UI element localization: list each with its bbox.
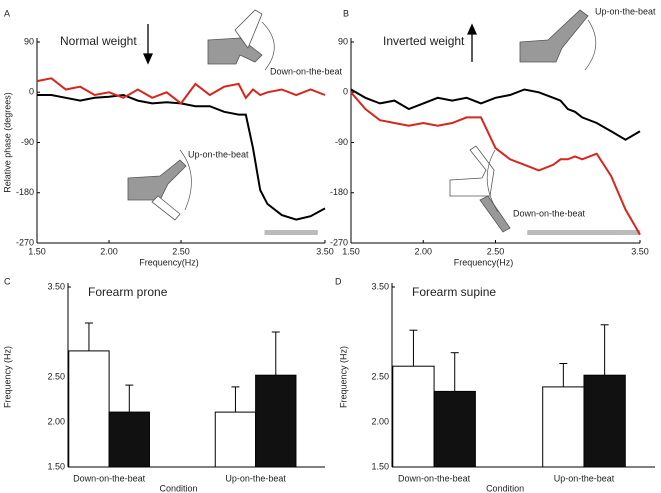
- y-axis-label: Frequency (Hz): [338, 346, 348, 408]
- y-tick-label: 90: [24, 36, 34, 46]
- x-tick-label: Up-on-the-beat: [225, 473, 286, 483]
- chart-title: Forearm supine: [412, 285, 496, 299]
- annotation: Down-on-the-beat: [513, 208, 586, 218]
- bar: [433, 390, 476, 468]
- data-line: [36, 77, 326, 105]
- panel-label: D: [335, 276, 342, 286]
- y-tick-label: 3.50: [371, 281, 389, 291]
- bar: [214, 411, 257, 468]
- y-tick-label: 0: [343, 87, 348, 97]
- y-tick-label: 3.50: [47, 281, 65, 291]
- x-tick-label: 1.50: [342, 246, 360, 256]
- motion-arc: [179, 19, 597, 213]
- shaded-range: [527, 230, 640, 235]
- panel-label: C: [4, 276, 11, 286]
- bar: [392, 365, 435, 468]
- x-tick-label: 2.50: [487, 246, 505, 256]
- y-tick-label: 2.50: [371, 371, 389, 381]
- direction-arrow: [142, 23, 478, 65]
- y-axis-label: Relative phase (degrees): [2, 92, 12, 193]
- x-tick-label: Down-on-the-beat: [398, 473, 471, 483]
- y-tick-label: -180: [16, 187, 34, 197]
- bar: [255, 374, 297, 468]
- bar: [583, 374, 626, 468]
- y-axis-label: Frequency (Hz): [2, 346, 12, 408]
- y-tick-label: 1.50: [47, 461, 65, 471]
- y-tick-label: 0: [29, 87, 34, 97]
- data-line: [350, 88, 641, 141]
- y-tick-label: 90: [338, 36, 348, 46]
- data-line: [350, 91, 641, 236]
- x-tick-label: Up-on-the-beat: [554, 473, 615, 483]
- x-axis-label: Frequency(Hz): [139, 257, 199, 267]
- x-tick-label: 2.50: [172, 246, 190, 256]
- bar: [542, 386, 585, 468]
- y-tick-label: 1.50: [371, 461, 389, 471]
- y-tick-label: 2.00: [47, 416, 65, 426]
- chart-title: Forearm prone: [88, 285, 168, 299]
- data-line: [37, 93, 326, 221]
- y-tick-label: 2.00: [371, 416, 389, 426]
- y-tick-label: -270: [330, 237, 348, 247]
- x-tick-label: Down-on-the-beat: [73, 473, 146, 483]
- panel-label: A: [4, 8, 10, 18]
- y-tick-label: 2.50: [47, 371, 65, 381]
- annotation: Up-on-the-beat: [595, 6, 656, 16]
- x-tick-label: 3.50: [631, 246, 649, 256]
- bar: [108, 411, 150, 468]
- annotation: Down-on-the-beat: [270, 66, 343, 76]
- annotation: Inverted weight: [383, 34, 465, 48]
- y-tick-label: -90: [21, 137, 34, 147]
- y-tick-label: -270: [16, 237, 34, 247]
- shaded-range: [264, 230, 318, 235]
- y-tick-label: -90: [335, 137, 348, 147]
- bar: [68, 350, 110, 468]
- x-axis-label: Frequency(Hz): [454, 257, 514, 267]
- x-axis-label: Condition: [159, 483, 197, 493]
- x-tick-label: 1.50: [28, 246, 46, 256]
- x-axis-label: Condition: [486, 483, 524, 493]
- panel-label: B: [343, 8, 349, 18]
- y-tick-label: -180: [330, 187, 348, 197]
- x-tick-label: 2.00: [100, 246, 118, 256]
- annotation: Up-on-the-beat: [188, 149, 249, 159]
- x-tick-label: 3.50: [316, 246, 334, 256]
- arm-icon: [127, 9, 589, 233]
- x-tick-label: 2.00: [414, 246, 432, 256]
- annotation: Normal weight: [60, 34, 137, 48]
